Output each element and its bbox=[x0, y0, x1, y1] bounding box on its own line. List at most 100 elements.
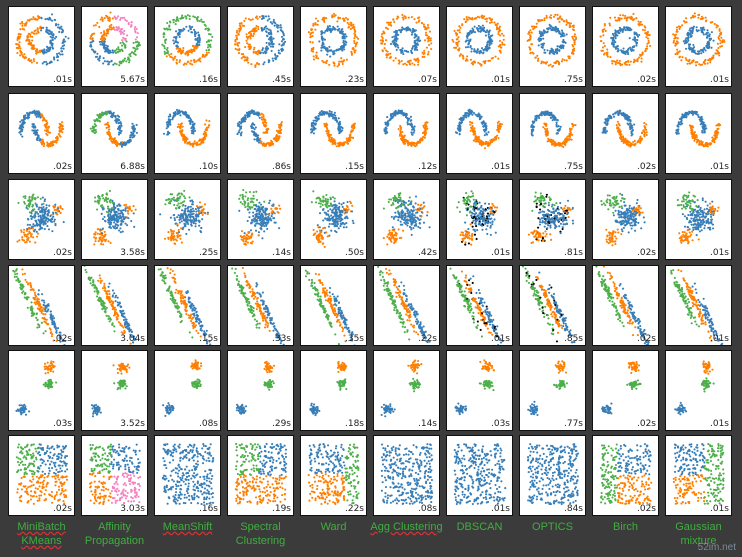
data-point bbox=[458, 47, 461, 50]
data-point bbox=[556, 28, 559, 31]
data-point bbox=[309, 33, 312, 36]
data-point bbox=[162, 32, 165, 35]
data-point bbox=[697, 138, 700, 142]
data-point bbox=[277, 49, 280, 52]
data-point bbox=[475, 51, 478, 54]
data-point bbox=[32, 123, 35, 126]
data-point bbox=[478, 51, 481, 54]
data-point bbox=[175, 44, 179, 47]
data-point bbox=[262, 131, 265, 134]
data-point bbox=[411, 128, 414, 131]
plot-noisy_circles-8: .02s bbox=[592, 6, 659, 87]
data-point bbox=[275, 136, 278, 139]
timing-label: 5.67s bbox=[120, 75, 145, 85]
data-point bbox=[316, 117, 319, 121]
data-point bbox=[472, 139, 475, 142]
data-point bbox=[543, 127, 546, 130]
data-point bbox=[272, 20, 275, 23]
data-point bbox=[201, 55, 204, 58]
data-point bbox=[56, 136, 59, 139]
data-point bbox=[345, 35, 348, 38]
data-point bbox=[568, 55, 571, 58]
data-point bbox=[380, 33, 384, 36]
data-point bbox=[482, 15, 486, 18]
data-point bbox=[187, 141, 190, 144]
data-point bbox=[551, 49, 555, 52]
data-point bbox=[262, 113, 265, 116]
data-point bbox=[402, 63, 405, 66]
data-point bbox=[623, 115, 626, 118]
data-point bbox=[280, 128, 283, 131]
data-point bbox=[346, 142, 349, 145]
data-point bbox=[340, 57, 343, 60]
data-point bbox=[412, 131, 415, 134]
data-point bbox=[549, 14, 553, 17]
data-point bbox=[110, 59, 113, 62]
data-point bbox=[36, 27, 39, 30]
data-point bbox=[186, 14, 189, 17]
data-point bbox=[185, 136, 188, 139]
data-point bbox=[633, 39, 636, 42]
data-point bbox=[720, 31, 723, 34]
data-point bbox=[399, 126, 402, 129]
data-point bbox=[381, 39, 384, 42]
data-point bbox=[67, 37, 70, 40]
data-point bbox=[623, 17, 626, 20]
data-point bbox=[115, 144, 119, 148]
data-point bbox=[640, 60, 643, 63]
data-point bbox=[95, 55, 99, 58]
data-point bbox=[643, 133, 646, 136]
data-point bbox=[690, 34, 693, 37]
data-point bbox=[246, 37, 249, 40]
data-point bbox=[329, 133, 332, 137]
data-point bbox=[270, 33, 273, 36]
data-point bbox=[640, 57, 643, 60]
data-point bbox=[692, 16, 695, 19]
data-point bbox=[118, 127, 121, 130]
data-point bbox=[541, 111, 544, 114]
data-point bbox=[208, 39, 211, 42]
data-point bbox=[482, 125, 485, 128]
data-point bbox=[469, 123, 472, 126]
data-point bbox=[615, 46, 618, 49]
data-point bbox=[691, 132, 694, 135]
data-point bbox=[122, 42, 125, 45]
data-point bbox=[108, 112, 111, 115]
data-point bbox=[336, 20, 339, 23]
data-point bbox=[89, 37, 92, 40]
data-point bbox=[499, 34, 502, 37]
data-point bbox=[484, 18, 487, 21]
data-point bbox=[115, 63, 118, 66]
data-point bbox=[276, 55, 279, 58]
data-point bbox=[276, 30, 279, 33]
data-point bbox=[684, 39, 688, 42]
data-point bbox=[390, 113, 393, 116]
data-point bbox=[357, 37, 360, 40]
data-point bbox=[334, 142, 337, 145]
data-point bbox=[205, 49, 208, 52]
data-point bbox=[535, 22, 538, 25]
data-point bbox=[329, 55, 332, 58]
data-point bbox=[323, 45, 326, 48]
data-point bbox=[422, 131, 425, 134]
data-point bbox=[483, 134, 486, 137]
data-point bbox=[118, 129, 121, 132]
data-point bbox=[280, 49, 283, 53]
data-point bbox=[616, 127, 619, 130]
data-point bbox=[166, 133, 169, 136]
data-point bbox=[499, 51, 502, 54]
data-point bbox=[571, 122, 574, 125]
data-point bbox=[192, 142, 196, 145]
data-point bbox=[485, 17, 489, 20]
data-point bbox=[61, 127, 64, 130]
data-point bbox=[468, 31, 471, 34]
data-point bbox=[706, 62, 709, 65]
data-point bbox=[453, 29, 456, 33]
data-point bbox=[103, 41, 106, 44]
data-point bbox=[619, 62, 622, 65]
data-point bbox=[189, 122, 192, 126]
data-point bbox=[549, 114, 552, 117]
data-point bbox=[542, 126, 545, 129]
data-point bbox=[346, 21, 349, 24]
data-point bbox=[690, 30, 693, 33]
